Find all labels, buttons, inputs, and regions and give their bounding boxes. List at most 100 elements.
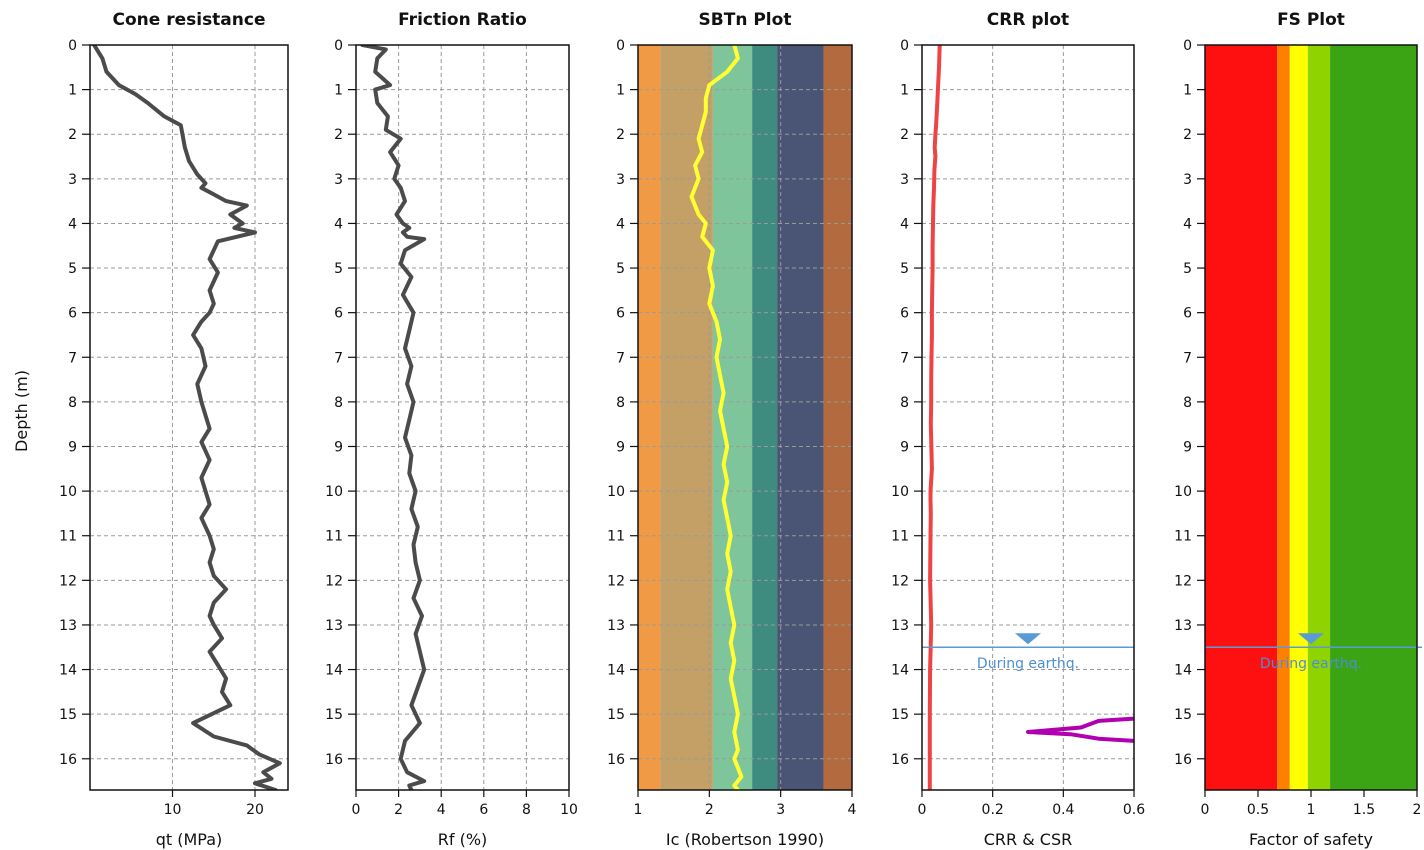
water-table-symbol bbox=[1298, 633, 1324, 645]
y-tick-label: 3 bbox=[68, 172, 77, 188]
y-tick-label: 0 bbox=[1183, 38, 1192, 54]
y-tick-label: 2 bbox=[1183, 127, 1192, 143]
zone-band bbox=[1307, 45, 1331, 790]
series-line-1 bbox=[927, 45, 942, 790]
y-tick-label: 16 bbox=[1174, 752, 1192, 768]
x-tick-label: 8 bbox=[522, 802, 531, 818]
y-tick-label: 11 bbox=[891, 529, 909, 545]
y-tick-label: 13 bbox=[891, 618, 909, 634]
y-tick-label: 4 bbox=[334, 216, 343, 232]
series-line-1 bbox=[689, 45, 744, 790]
x-tick-label: 0.4 bbox=[1052, 802, 1074, 818]
y-tick-label: 13 bbox=[59, 618, 77, 634]
y-tick-label: 16 bbox=[607, 752, 625, 768]
y-tick-label: 5 bbox=[1183, 261, 1192, 277]
series-group bbox=[360, 45, 427, 790]
y-tick-label: 1 bbox=[616, 83, 625, 99]
zone-band bbox=[1205, 45, 1278, 790]
y-tick-label: 16 bbox=[325, 752, 343, 768]
y-tick-label: 1 bbox=[1183, 83, 1192, 99]
x-tick-label: 10 bbox=[164, 802, 182, 818]
y-tick-label: 8 bbox=[1183, 395, 1192, 411]
zone-band bbox=[1289, 45, 1308, 790]
x-tick-label: 0 bbox=[352, 802, 361, 818]
x-axis-label: qt (MPa) bbox=[156, 830, 223, 849]
y-tick-label: 15 bbox=[325, 707, 343, 723]
x-tick-label: 1 bbox=[634, 802, 643, 818]
y-tick-label: 1 bbox=[900, 83, 909, 99]
water-table-marker: During earthq. bbox=[1205, 633, 1422, 672]
y-tick-label: 11 bbox=[325, 529, 343, 545]
y-tick-label: 8 bbox=[68, 395, 77, 411]
y-tick-label: 14 bbox=[607, 663, 625, 679]
y-tick-label: 6 bbox=[1183, 306, 1192, 322]
x-tick-label: 4 bbox=[848, 802, 857, 818]
water-table-label: During earthq. bbox=[977, 656, 1079, 672]
y-tick-label: 12 bbox=[1174, 573, 1192, 589]
series-group bbox=[927, 45, 1134, 790]
y-tick-label: 13 bbox=[325, 618, 343, 634]
x-tick-label: 2 bbox=[394, 802, 403, 818]
y-tick-label: 8 bbox=[616, 395, 625, 411]
y-tick-label: 7 bbox=[1183, 350, 1192, 366]
zone-band bbox=[823, 45, 852, 790]
y-tick-label: 4 bbox=[68, 216, 77, 232]
y-tick-label: 2 bbox=[334, 127, 343, 143]
y-tick-label: 6 bbox=[68, 306, 77, 322]
y-tick-label: 5 bbox=[900, 261, 909, 277]
y-tick-label: 4 bbox=[616, 216, 625, 232]
y-tick-label: 9 bbox=[616, 439, 625, 455]
water-table-symbol bbox=[1015, 633, 1041, 645]
y-tick-label: 4 bbox=[1183, 216, 1192, 232]
x-tick-label: 6 bbox=[479, 802, 488, 818]
y-tick-label: 11 bbox=[1174, 529, 1192, 545]
y-tick-label: 6 bbox=[616, 306, 625, 322]
x-tick-label: 20 bbox=[246, 802, 264, 818]
x-tick-label: 1 bbox=[1307, 802, 1316, 818]
y-tick-label: 2 bbox=[616, 127, 625, 143]
y-tick-label: 5 bbox=[68, 261, 77, 277]
y-tick-label: 15 bbox=[1174, 707, 1192, 723]
y-tick-label: 1 bbox=[68, 83, 77, 99]
y-tick-label: 0 bbox=[900, 38, 909, 54]
y-tick-label: 3 bbox=[900, 172, 909, 188]
y-tick-label: 9 bbox=[1183, 439, 1192, 455]
x-tick-label: 0.5 bbox=[1247, 802, 1269, 818]
plot-frame bbox=[355, 44, 570, 791]
plot-frame bbox=[637, 44, 853, 791]
y-tick-label: 13 bbox=[1174, 618, 1192, 634]
y-tick-label: 9 bbox=[68, 439, 77, 455]
y-tick-label: 10 bbox=[59, 484, 77, 500]
y-tick-label: 14 bbox=[325, 663, 343, 679]
x-tick-label: 3 bbox=[776, 802, 785, 818]
series-line-1 bbox=[92, 45, 282, 790]
y-tick-label: 14 bbox=[59, 663, 77, 679]
chart-title: Friction Ratio bbox=[398, 10, 527, 30]
x-axis-label: CRR & CSR bbox=[984, 830, 1073, 849]
y-tick-label: 0 bbox=[334, 38, 343, 54]
y-tick-label: 7 bbox=[616, 350, 625, 366]
y-tick-label: 3 bbox=[1183, 172, 1192, 188]
y-tick-label: 10 bbox=[1174, 484, 1192, 500]
y-tick-label: 16 bbox=[59, 752, 77, 768]
x-tick-label: 1.5 bbox=[1353, 802, 1375, 818]
series-line-1 bbox=[360, 45, 427, 790]
y-tick-label: 0 bbox=[68, 38, 77, 54]
y-tick-label: 8 bbox=[334, 395, 343, 411]
y-tick-label: 12 bbox=[325, 573, 343, 589]
zone-band bbox=[752, 45, 778, 790]
y-tick-label: 14 bbox=[891, 663, 909, 679]
x-axis-label: Factor of safety bbox=[1249, 830, 1373, 849]
y-tick-label: 16 bbox=[891, 752, 909, 768]
water-table-label: During earthq. bbox=[1260, 656, 1362, 672]
y-tick-label: 15 bbox=[59, 707, 77, 723]
chart-title: FS Plot bbox=[1277, 10, 1345, 30]
y-tick-label: 12 bbox=[607, 573, 625, 589]
zone-band bbox=[1277, 45, 1290, 790]
plot-frame bbox=[89, 44, 289, 791]
y-tick-label: 11 bbox=[607, 529, 625, 545]
zone-band bbox=[777, 45, 824, 790]
x-tick-label: 0 bbox=[918, 802, 927, 818]
